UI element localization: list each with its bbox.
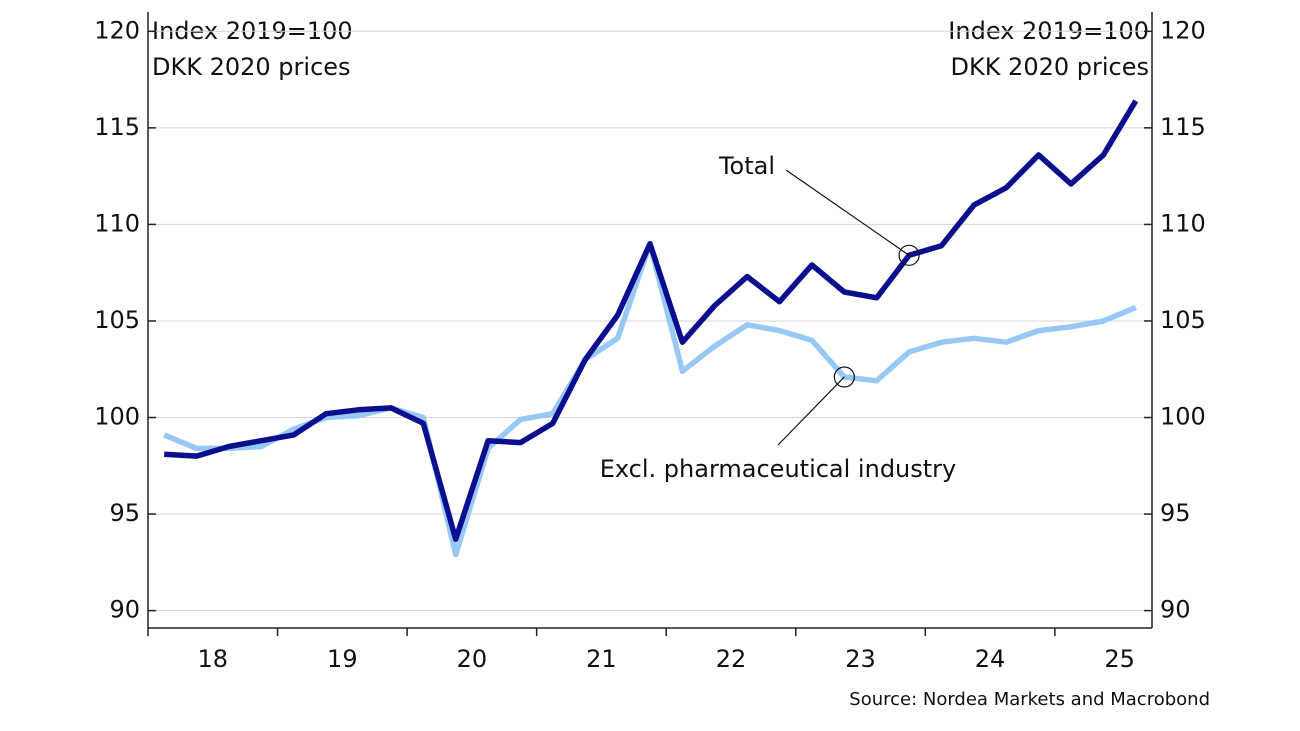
y2-tick-label: 115 xyxy=(1160,113,1206,141)
source: Source: Nordea Markets and Macrobond xyxy=(849,689,1210,710)
x-tick-label: 18 xyxy=(198,645,229,673)
leader-line xyxy=(785,169,910,256)
y2-tick-label: 110 xyxy=(1160,209,1206,237)
series-line xyxy=(164,99,1139,542)
y-axis-label: DKK 2020 prices xyxy=(152,53,351,81)
y2-axis-label: DKK 2020 prices xyxy=(950,53,1149,81)
leader-line xyxy=(777,376,845,446)
y-tick-label: 95 xyxy=(109,499,140,527)
x-tick-label: 24 xyxy=(975,645,1006,673)
y2-tick-label: 95 xyxy=(1160,499,1191,527)
annotation-circle xyxy=(833,366,855,388)
y2-tick-label: 100 xyxy=(1160,403,1206,431)
x-tick-label: 20 xyxy=(457,645,488,673)
x-tick-label: 21 xyxy=(586,645,617,673)
y-tick-label: 115 xyxy=(94,113,140,141)
y2-tick-label: 105 xyxy=(1160,306,1206,334)
annotation-circle xyxy=(898,244,920,266)
y-tick-label: 110 xyxy=(94,209,140,237)
series-label: Total xyxy=(718,152,775,180)
x-tick-label: 25 xyxy=(1104,645,1135,673)
y-tick-label: 90 xyxy=(109,596,140,624)
y-tick-label: 105 xyxy=(94,306,140,334)
y2-tick-label: 90 xyxy=(1160,596,1191,624)
y-tick-label: 100 xyxy=(94,403,140,431)
x-tick-label: 19 xyxy=(327,645,358,673)
series-label: Excl. pharmaceutical industry xyxy=(600,455,957,483)
y2-tick-label: 120 xyxy=(1160,16,1206,44)
x-tick-label: 22 xyxy=(716,645,747,673)
y-tick-label: 120 xyxy=(94,16,140,44)
x-tick-label: 23 xyxy=(845,645,876,673)
